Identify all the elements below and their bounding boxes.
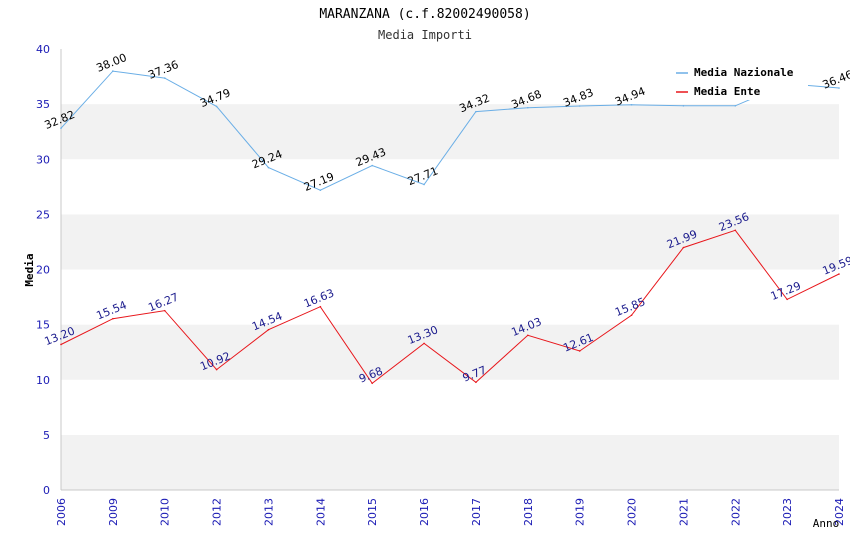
x-tick-label: 2020 <box>626 498 639 526</box>
x-tick-label: 2017 <box>470 498 483 526</box>
legend: Media Nazionale Media Ente <box>668 60 808 100</box>
x-tick-label: 2015 <box>366 498 379 526</box>
y-tick-label: 10 <box>36 374 50 387</box>
x-tick-label: 2012 <box>211 498 224 526</box>
data-point <box>371 382 374 385</box>
grid-band <box>61 324 839 380</box>
x-tick-label: 2014 <box>314 498 327 526</box>
y-tick-label: 15 <box>36 319 50 332</box>
data-point <box>734 229 737 232</box>
x-tick-label: 2019 <box>574 498 587 526</box>
grid-bands <box>61 49 839 490</box>
y-tick-label: 25 <box>36 208 50 221</box>
grid-band <box>61 379 839 435</box>
x-tick-label: 2013 <box>262 498 275 526</box>
series-line-media-ente <box>60 229 840 385</box>
x-tick-label: 2016 <box>418 498 431 526</box>
data-point <box>215 368 218 371</box>
data-point <box>838 273 840 275</box>
x-tick-label: 2009 <box>107 498 120 526</box>
data-point <box>734 104 737 107</box>
grid-band <box>61 104 839 160</box>
data-point <box>112 317 114 320</box>
y-tick-label: 20 <box>36 264 50 277</box>
data-point <box>475 381 477 384</box>
data-point <box>371 164 374 167</box>
data-point <box>630 314 633 317</box>
x-axis-label: Anno <box>813 517 840 530</box>
legend-label-media-nazionale: Media Nazionale <box>694 66 794 79</box>
grid-band <box>61 434 839 490</box>
data-point <box>682 104 685 107</box>
data-point <box>60 127 62 129</box>
grid-band <box>61 269 839 325</box>
y-tick-label: 30 <box>36 153 50 166</box>
data-point <box>682 246 685 249</box>
grid-band <box>61 214 839 270</box>
x-tick-label: 2010 <box>159 498 172 526</box>
chart-subtitle: Media Importi <box>378 28 472 42</box>
data-point <box>527 106 529 109</box>
series-line-media-nazionale <box>60 70 840 191</box>
data-point <box>838 87 840 89</box>
x-tick-label: 2022 <box>729 498 742 526</box>
data-point <box>578 350 581 352</box>
data-point <box>423 183 425 186</box>
x-tick-label: 2006 <box>55 498 68 526</box>
legend-label-media-ente: Media Ente <box>694 85 761 98</box>
axes: 0 5 10 15 20 25 30 35 40 2006 2009 2010 2012 2013 2014… <box>36 43 846 526</box>
data-point <box>578 105 581 107</box>
y-tick-label: 40 <box>36 43 50 56</box>
x-tick-label: 2023 <box>781 498 794 526</box>
data-point <box>319 305 322 308</box>
data-point <box>163 309 166 312</box>
x-tick-label: 2024 <box>833 498 846 526</box>
data-point <box>630 103 633 106</box>
data-point <box>112 70 114 72</box>
data-point <box>423 342 425 345</box>
y-axis-label: Media <box>23 253 36 286</box>
y-tick-label: 35 <box>36 98 50 111</box>
data-point <box>786 298 788 301</box>
data-point <box>215 105 218 108</box>
data-point <box>60 343 62 346</box>
chart-title: MARANZANA (c.f.82002490058) <box>319 7 530 22</box>
data-point <box>267 328 270 331</box>
y-tick-label: 5 <box>43 429 50 442</box>
data-point <box>475 110 477 113</box>
x-tick-label: 2018 <box>522 498 535 526</box>
data-point <box>163 77 166 79</box>
grid-band <box>61 159 839 215</box>
y-tick-label: 0 <box>43 484 50 497</box>
x-tick-label: 2021 <box>677 498 690 526</box>
data-point <box>319 189 322 192</box>
data-point <box>267 166 270 169</box>
data-point <box>527 334 529 337</box>
legend-box <box>668 60 808 100</box>
